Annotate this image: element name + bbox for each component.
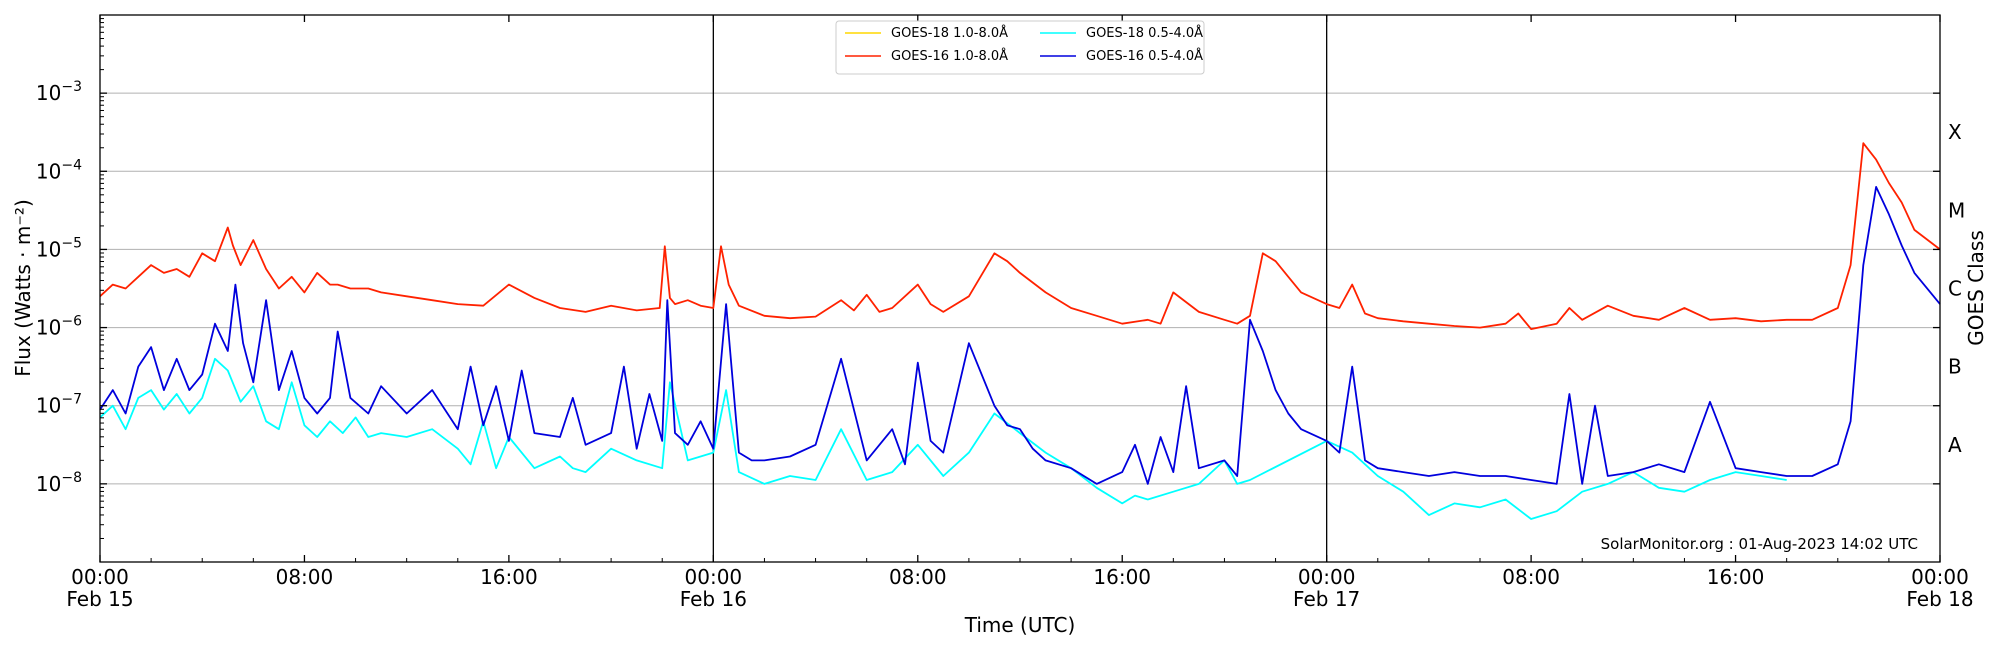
y-axis-ticks: 10−8 10−7 10−6 10−5 10−4 10−3 [36, 18, 1940, 539]
x-axis-title: Time (UTC) [964, 613, 1076, 637]
x-tick-date-label: Feb 15 [66, 587, 133, 611]
plot-background [100, 15, 1940, 562]
goes-class-label: A [1948, 433, 1962, 457]
y-tick-label: 10−7 [36, 392, 82, 418]
y-tick-label: 10−5 [36, 235, 82, 261]
credit-text: SolarMonitor.org : 01-Aug-2023 14:02 UTC [1601, 535, 1918, 553]
goes-class-label: X [1948, 120, 1962, 144]
goes-class-label: C [1948, 277, 1962, 301]
goes-class-label: M [1948, 198, 1965, 222]
legend-box [835, 20, 1205, 75]
x-tick-label: 00:00 [1911, 565, 1969, 589]
goes-class-label: B [1948, 355, 1962, 379]
x-tick-label: 00:00 [71, 565, 129, 589]
day-boundary-lines [712, 15, 1328, 562]
series-line-2 [99, 142, 1941, 331]
x-tick-date-label: Feb 18 [1906, 587, 1973, 611]
x-tick-label: 16:00 [1093, 565, 1151, 589]
y-tick-label: 10−6 [36, 314, 82, 340]
legend: GOES-18 1.0-8.0Å GOES-16 1.0-8.0Å GOES-18 … [835, 20, 1205, 75]
legend-label: GOES-16 1.0-8.0Å [891, 48, 1008, 64]
y-tick-label: 10−4 [36, 157, 82, 183]
series-line-3 [99, 357, 1787, 520]
y-axis-title: Flux (Watts · m⁻²) [11, 199, 35, 377]
series-lines [99, 142, 1941, 520]
legend-label: GOES-18 1.0-8.0Å [891, 25, 1008, 41]
goes-class-labels: A B C M X [1948, 120, 1965, 457]
x-tick-label: 00:00 [685, 565, 743, 589]
y-tick-label: 10−8 [36, 470, 82, 496]
x-tick-date-label: Feb 16 [680, 587, 747, 611]
x-tick-label: 00:00 [1298, 565, 1356, 589]
x-tick-label: 08:00 [889, 565, 947, 589]
right-axis-title: GOES Class [1964, 230, 1988, 346]
x-tick-label: 08:00 [1502, 565, 1560, 589]
x-tick-label: 08:00 [276, 565, 334, 589]
legend-label: GOES-18 0.5-4.0Å [1086, 25, 1203, 41]
legend-label: GOES-16 0.5-4.0Å [1086, 48, 1203, 64]
x-tick-label: 16:00 [1707, 565, 1765, 589]
y-tick-label: 10−3 [36, 79, 82, 105]
x-tick-date-label: Feb 17 [1293, 587, 1360, 611]
series-line-4 [99, 185, 1941, 485]
x-tick-label: 16:00 [480, 565, 538, 589]
grid-lines [100, 92, 1940, 485]
